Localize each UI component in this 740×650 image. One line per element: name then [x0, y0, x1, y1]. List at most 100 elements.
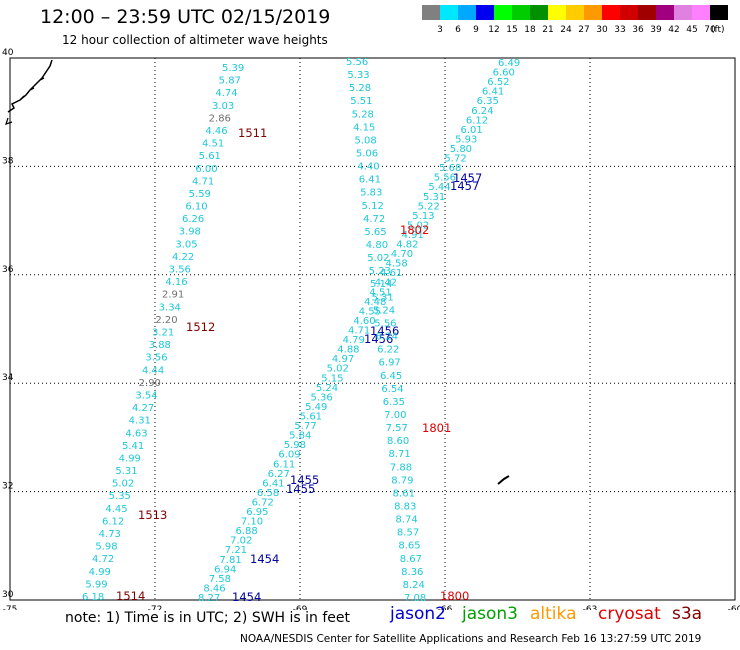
wave-height-value: 7.88 — [390, 462, 412, 473]
wave-height-value: 3.98 — [179, 227, 201, 238]
wave-height-value: 5.65 — [364, 227, 386, 238]
wave-height-value: 3.56 — [169, 265, 191, 276]
wave-height-value: 4.45 — [105, 504, 127, 515]
wave-height-value: 5.33 — [347, 70, 369, 81]
wave-height-value: 4.74 — [215, 88, 237, 99]
wave-height-value: 4.88 — [337, 345, 359, 356]
wave-height-value: 4.80 — [366, 240, 388, 251]
satellite-legend-item: jason3 — [462, 604, 518, 624]
wave-height-value: 4.42 — [375, 278, 397, 289]
wave-height-value: 5.12 — [362, 201, 384, 212]
wave-height-value: 5.02 — [367, 253, 389, 264]
wave-height-value: 7.58 — [209, 574, 231, 585]
wave-height-value: 4.46 — [205, 126, 227, 137]
wave-height-value: 6.12 — [466, 115, 488, 126]
wave-height-value: 5.35 — [109, 491, 131, 502]
color-scale-label: 36 — [632, 25, 644, 35]
wave-height-value: 7.21 — [225, 545, 247, 556]
wave-height-value: 5.77 — [294, 421, 316, 432]
wave-height-value: 5.98 — [95, 542, 117, 553]
wave-height-value: 7.08 — [404, 593, 426, 604]
wave-height-value: 6.24 — [376, 332, 398, 343]
color-scale-label: 9 — [473, 25, 479, 35]
color-swatch — [422, 5, 440, 20]
wave-height-value: 3.54 — [135, 390, 157, 401]
wave-height-value: 5.06 — [356, 149, 378, 160]
wave-height-value: 4.15 — [353, 122, 375, 133]
color-swatch — [548, 5, 566, 20]
lat-tick-label: 32 — [2, 482, 13, 492]
color-swatch — [620, 5, 638, 20]
wave-height-value: 8.24 — [403, 580, 425, 591]
wave-height-value: 5.80 — [450, 144, 472, 155]
wave-height-value: 5.56 — [434, 173, 456, 184]
wave-height-value: 4.72 — [363, 214, 385, 225]
wave-height-value: 4.99 — [119, 453, 141, 464]
wave-height-value: 4.97 — [332, 354, 354, 365]
wave-height-value: 4.48 — [364, 297, 386, 308]
wave-height-value: 6.88 — [236, 526, 258, 537]
lon-tick-label: -75 — [3, 605, 18, 610]
wave-height-value: 3.56 — [145, 353, 167, 364]
wave-height-value: 4.60 — [353, 316, 375, 327]
color-scale-label: (ft) — [711, 25, 725, 35]
lon-tick-label: -60 — [728, 605, 740, 610]
color-swatch — [638, 5, 656, 20]
wave-height-value: 5.98 — [284, 440, 306, 451]
satellite-legend-item: s3a — [672, 604, 703, 624]
wave-height-value: 4.44 — [142, 365, 164, 376]
wave-height-value: 3.88 — [149, 340, 171, 351]
color-scale-label: 70 — [704, 25, 716, 35]
wave-height-value: 6.35 — [383, 397, 405, 408]
wave-height-value: 5.22 — [418, 201, 440, 212]
wave-height-value: 5.44 — [428, 182, 450, 193]
footer-credit: NOAA/NESDIS Center for Satellite Applica… — [240, 633, 702, 645]
color-swatch — [674, 5, 692, 20]
wave-height-value: 5.15 — [321, 373, 343, 384]
wave-height-value: 5.28 — [349, 83, 371, 94]
wave-height-value: 3.05 — [175, 239, 197, 250]
wave-height-value: 5.24 — [373, 305, 395, 316]
pass-time-label: 1802 — [400, 223, 429, 237]
wave-height-value: 6.35 — [477, 96, 499, 107]
wave-height-value: 6.26 — [182, 214, 204, 225]
coastline — [5, 117, 13, 125]
wave-height-value: 3.21 — [152, 328, 174, 339]
color-scale-label: 18 — [524, 25, 536, 35]
pass-time-label: 1454 — [232, 590, 261, 604]
wave-height-value: 5.36 — [311, 392, 333, 403]
wave-height-value: 8.67 — [400, 554, 422, 565]
wave-height-value: 6.11 — [273, 459, 295, 470]
wave-height-value: 6.60 — [493, 68, 515, 79]
wave-height-value: 2.86 — [209, 113, 231, 124]
wave-height-value: 4.70 — [391, 249, 413, 260]
wave-height-value: 5.72 — [444, 154, 466, 165]
page-title: 12:00 – 23:59 UTC 02/15/2019 — [40, 6, 331, 28]
wave-height-value: 8.79 — [391, 475, 413, 486]
wave-height-value: 8.61 — [393, 488, 415, 499]
wave-height-value: 8.57 — [397, 528, 419, 539]
wave-height-value: 7.02 — [230, 536, 252, 547]
wave-height-value: 5.59 — [189, 189, 211, 200]
wave-height-value: 6.01 — [461, 125, 483, 136]
wave-height-value: 5.49 — [305, 402, 327, 413]
wave-height-value: 4.55 — [359, 306, 381, 317]
color-scale-label: 27 — [578, 25, 589, 35]
page-subtitle: 12 hour collection of altimeter wave hei… — [62, 33, 328, 47]
wave-height-value: 7.57 — [386, 423, 408, 434]
wave-height-value: 6.58 — [257, 488, 279, 499]
lat-tick-label: 40 — [2, 48, 14, 58]
pass-time-label: 1455 — [286, 482, 315, 496]
wave-height-value: 6.27 — [268, 469, 290, 480]
pass-time-label: 1513 — [138, 508, 167, 522]
lon-tick-label: -63 — [583, 605, 598, 610]
color-swatch — [440, 5, 458, 20]
wave-height-value: 6.00 — [195, 164, 217, 175]
pass-time-label: 1456 — [370, 324, 399, 338]
island — [497, 475, 510, 485]
footer-note: note: 1) Time is in UTC; 2) SWH is in fe… — [65, 610, 351, 626]
wave-height-value: 4.82 — [396, 240, 418, 251]
color-scale-legend: 3 6 9 12 15 18 21 24 27 30 33 36 39 42 45 70(ft) — [422, 5, 728, 35]
color-swatch — [494, 5, 512, 20]
wave-height-value: 4.40 — [357, 162, 379, 173]
